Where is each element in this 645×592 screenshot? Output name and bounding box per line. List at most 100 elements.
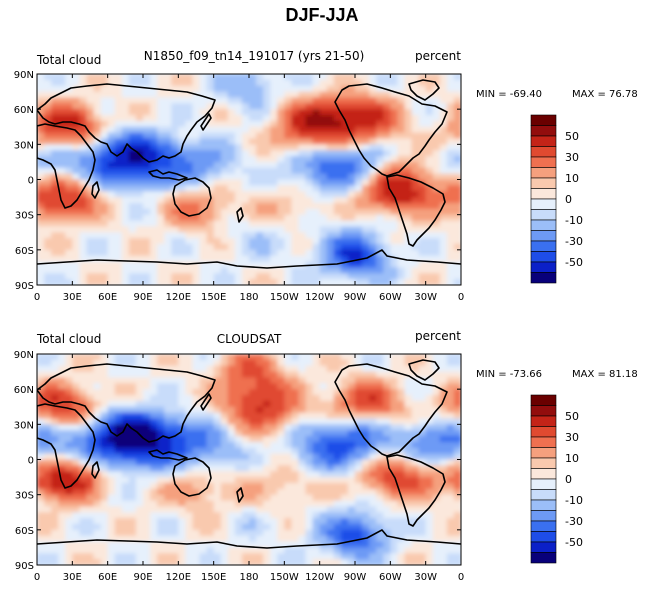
field-cell [37,208,45,216]
field-cell [347,273,356,280]
field-cell [326,400,335,408]
field-cell [312,535,321,543]
field-cell [143,109,151,116]
field-cell [277,85,285,93]
field-cell [114,371,123,379]
field-cell [277,150,285,157]
field-cell [114,488,123,496]
coastline-japan [200,113,212,131]
field-cell [185,161,194,169]
field-cell [178,97,186,104]
field-cell [453,74,461,81]
field-cell [65,459,73,466]
field-cell [256,226,264,233]
field-cell [333,156,342,163]
field-cell [241,436,250,443]
field-cell [446,465,455,472]
field-cell [72,115,80,122]
field-cell [93,389,102,396]
field-cell [72,518,80,525]
field-cell [404,400,413,408]
field-cell [326,232,335,239]
field-cell [347,173,356,181]
field-cell [404,273,413,280]
field-cell [256,249,264,257]
field-cell [404,220,413,227]
field-cell [164,441,172,449]
field-cell [192,547,201,554]
field-cell [291,255,300,263]
colorbar-tick-label: -10 [565,494,583,507]
field-cell [135,559,144,565]
field-cell [128,103,137,110]
field-cell [411,144,420,151]
field-cell [150,383,158,390]
field-cell [114,430,123,437]
field-cell [121,238,130,245]
field-cell [270,261,278,269]
field-cell [418,494,427,502]
field-cell [425,453,434,461]
field-cell [178,465,186,472]
field-cell [37,191,45,198]
field-cell [249,377,257,384]
field-cell [425,197,434,204]
field-cell [164,453,172,461]
field-cell [93,395,102,402]
field-cell [425,126,434,134]
field-cell [383,465,391,472]
field-cell [418,91,427,99]
field-cell [390,232,398,239]
field-cell [234,261,243,269]
field-cell [397,354,406,361]
field-cell [107,547,116,554]
field-cell [220,424,229,431]
field-cell [143,365,151,373]
field-cell [425,267,434,274]
field-cell [128,126,137,134]
field-cell [143,559,151,565]
field-cell [326,477,335,484]
field-cell [220,126,229,134]
field-cell [284,471,292,478]
field-cell [37,494,45,502]
field-cell [284,354,292,361]
field-cell [270,179,278,186]
field-cell [432,150,441,157]
field-cell [298,167,307,175]
field-cell [333,214,342,222]
field-cell [425,161,434,169]
field-cell [213,482,222,490]
field-cell [114,529,123,537]
field-cell [355,267,363,274]
field-cell [192,156,201,163]
field-cell [263,167,271,175]
field-cell [213,173,222,181]
field-cell [425,359,434,367]
field-cell [312,144,321,151]
field-cell [128,150,137,157]
field-cell [411,261,420,269]
field-cell [213,471,222,478]
field-cell [241,167,250,175]
field-cell [439,150,448,157]
field-cell [93,85,102,93]
field-cell [135,126,144,134]
field-cell [114,197,123,204]
field-cell [150,482,158,490]
field-cell [44,523,52,531]
field-cell [298,424,307,431]
field-cell [249,214,257,222]
field-cell [143,400,151,408]
field-cell [37,523,45,531]
field-cell [347,261,356,269]
field-cell [72,91,80,99]
field-cell [100,430,109,437]
field-cell [263,197,271,204]
field-cell [58,161,66,169]
field-cell [418,138,427,145]
field-cell [171,197,179,204]
field-cell [411,453,420,461]
field-cell [150,518,158,525]
